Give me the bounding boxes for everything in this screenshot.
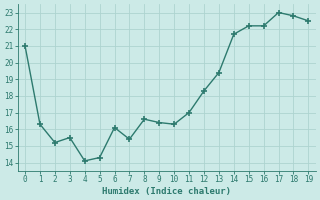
X-axis label: Humidex (Indice chaleur): Humidex (Indice chaleur) xyxy=(102,187,231,196)
